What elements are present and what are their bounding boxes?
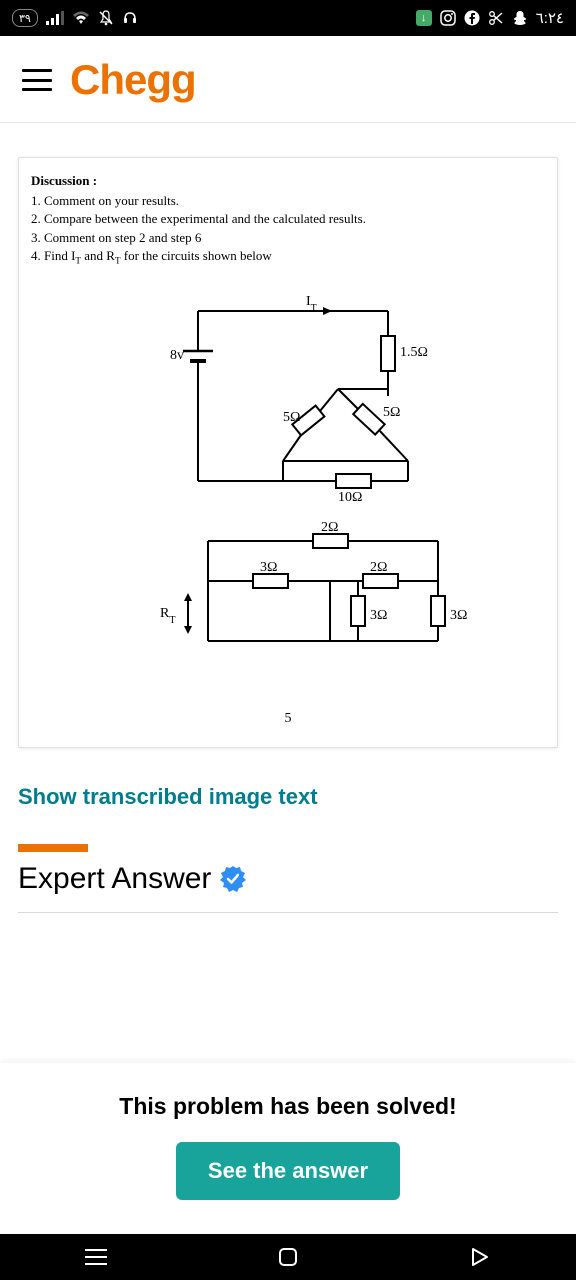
discussion-item: 1. Comment on your results.	[31, 192, 545, 210]
snapchat-icon	[512, 10, 528, 26]
signal-icon	[46, 11, 64, 25]
svg-text:2Ω: 2Ω	[370, 560, 387, 575]
instagram-icon	[440, 10, 456, 26]
brand-logo[interactable]: Chegg	[70, 56, 196, 104]
section-accent-bar	[18, 844, 88, 852]
circuit-diagram: 8v IT 1.5Ω 5Ω 5Ω 10Ω 2Ω 3Ω 2Ω 3Ω 3Ω RT	[78, 281, 498, 681]
scissors-icon	[488, 10, 504, 26]
solved-banner: This problem has been solved! See the an…	[0, 1063, 576, 1234]
download-icon: ↓	[416, 10, 432, 26]
back-button[interactable]	[467, 1244, 493, 1270]
question-card: Discussion : 1. Comment on your results.…	[18, 157, 558, 748]
svg-text:3Ω: 3Ω	[260, 560, 277, 575]
wifi-icon	[72, 11, 90, 25]
recent-apps-button[interactable]	[83, 1244, 109, 1270]
svg-text:5Ω: 5Ω	[383, 405, 400, 420]
expert-answer-heading: Expert Answer	[18, 862, 558, 913]
app-header: Chegg	[0, 36, 576, 123]
discussion-item: 3. Comment on step 2 and step 6	[31, 229, 545, 247]
home-button[interactable]	[275, 1244, 301, 1270]
svg-text:1.5Ω: 1.5Ω	[400, 345, 428, 360]
facebook-icon	[464, 10, 480, 26]
notification-count: ٣٩	[12, 9, 38, 27]
svg-text:8v: 8v	[170, 348, 184, 363]
headset-icon	[122, 10, 138, 26]
clock-time: ٦:٢٤	[536, 9, 564, 27]
page-number: 5	[31, 711, 545, 727]
svg-text:2Ω: 2Ω	[321, 520, 338, 535]
menu-button[interactable]	[22, 69, 52, 91]
svg-text:RT: RT	[160, 606, 175, 626]
expert-answer-text: Expert Answer	[18, 862, 211, 896]
status-bar: ٣٩ ↓ ٦:٢٤	[0, 0, 576, 36]
bell-off-icon	[98, 10, 114, 26]
svg-text:5Ω: 5Ω	[283, 410, 300, 425]
see-answer-button[interactable]: See the answer	[176, 1142, 400, 1200]
svg-text:3Ω: 3Ω	[370, 608, 387, 623]
verified-badge-icon	[219, 865, 247, 893]
svg-text:10Ω: 10Ω	[338, 490, 362, 505]
show-transcribed-link[interactable]: Show transcribed image text	[18, 784, 558, 810]
discussion-item: 2. Compare between the experimental and …	[31, 210, 545, 228]
system-nav-bar	[0, 1234, 576, 1280]
discussion-heading: Discussion :	[31, 172, 545, 190]
svg-text:3Ω: 3Ω	[450, 608, 467, 623]
solved-text: This problem has been solved!	[0, 1093, 576, 1120]
discussion-item: 4. Find IT and RT for the circuits shown…	[31, 247, 545, 267]
discussion-text: Discussion : 1. Comment on your results.…	[31, 172, 545, 267]
